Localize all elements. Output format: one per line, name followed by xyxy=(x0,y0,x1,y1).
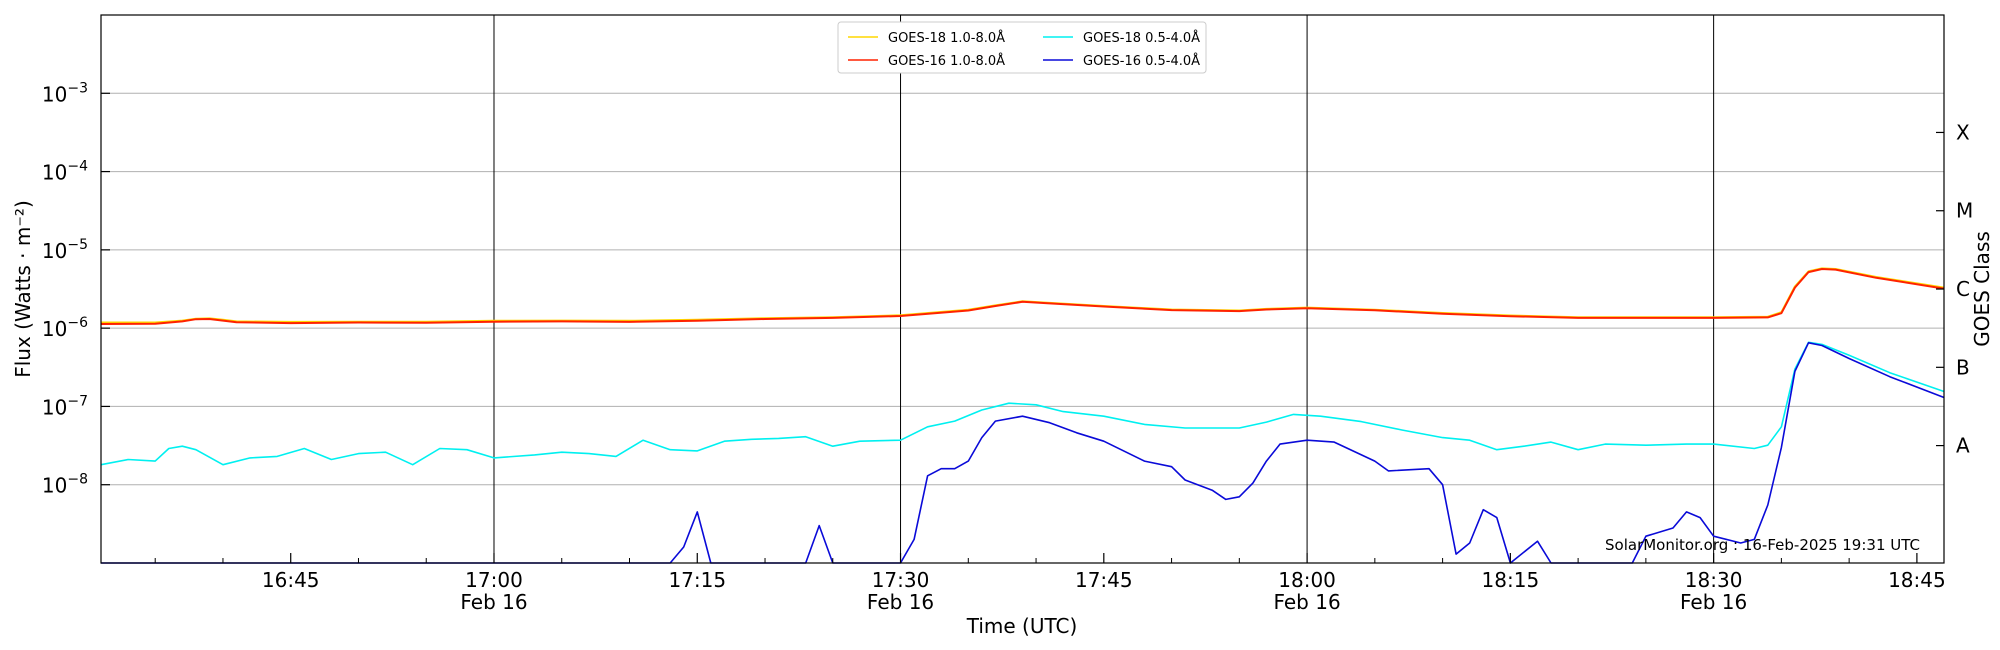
x-tick-label: 16:45 xyxy=(262,568,320,592)
class-label: M xyxy=(1956,199,1973,223)
x-tick-label: 17:00 xyxy=(465,568,523,592)
legend: GOES-18 1.0-8.0Å GOES-16 1.0-8.0Å GOES-18 … xyxy=(837,21,1207,74)
gridlines xyxy=(101,92,1944,486)
legend-box xyxy=(837,21,1207,74)
series-line-1 xyxy=(100,268,1945,325)
series-lines xyxy=(100,267,1945,564)
x-axis-title: Time (UTC) xyxy=(966,614,1078,638)
x-tick-label: 18:45 xyxy=(1888,568,1946,592)
right-axis-title: GOES Class xyxy=(1970,231,1994,347)
x-tick-label: 18:15 xyxy=(1482,568,1540,592)
legend-label: GOES-16 0.5-4.0Å xyxy=(1083,53,1200,69)
y-axis-title: Flux (Watts · m⁻²) xyxy=(11,200,35,378)
plot-frame xyxy=(100,14,1945,564)
y-tick-label: 10−6 xyxy=(42,315,88,341)
class-label: C xyxy=(1956,277,1970,301)
y-tick-label: 10−5 xyxy=(42,237,88,263)
x-tick-label: 17:15 xyxy=(668,568,726,592)
legend-label: GOES-18 0.5-4.0Å xyxy=(1083,30,1200,46)
day-separator-lines xyxy=(493,15,1715,563)
x-tick-date-label: Feb 16 xyxy=(1273,590,1340,614)
goes-class-labels: A B C M X xyxy=(1936,120,1973,458)
y-tick-label: 10−7 xyxy=(42,393,88,419)
x-tick-date-label: Feb 16 xyxy=(460,590,527,614)
x-tick-date-label: Feb 16 xyxy=(867,590,934,614)
class-label: B xyxy=(1956,355,1970,379)
x-tick-label: 17:45 xyxy=(1075,568,1133,592)
y-axis-ticks: 10−8 10−7 10−6 10−5 10−4 10−3 xyxy=(42,80,110,498)
x-tick-label: 17:30 xyxy=(872,568,930,592)
x-tick-label: 18:00 xyxy=(1278,568,1336,592)
series-line-2 xyxy=(100,341,1945,466)
legend-label: GOES-18 1.0-8.0Å xyxy=(888,30,1005,46)
series-line-3 xyxy=(101,341,1945,564)
class-label: A xyxy=(1956,434,1970,458)
x-tick-date-label: Feb 16 xyxy=(1680,590,1747,614)
x-tick-label: 18:30 xyxy=(1685,568,1743,592)
legend-label: GOES-16 1.0-8.0Å xyxy=(888,53,1005,69)
series-line-0 xyxy=(101,267,1945,324)
class-label: X xyxy=(1956,120,1970,144)
y-tick-label: 10−8 xyxy=(42,472,88,498)
y-tick-label: 10−3 xyxy=(42,80,88,106)
credit-label: SolarMonitor.org : 16-Feb-2025 19:31 UTC xyxy=(1605,536,1920,554)
y-tick-label: 10−4 xyxy=(42,159,88,185)
